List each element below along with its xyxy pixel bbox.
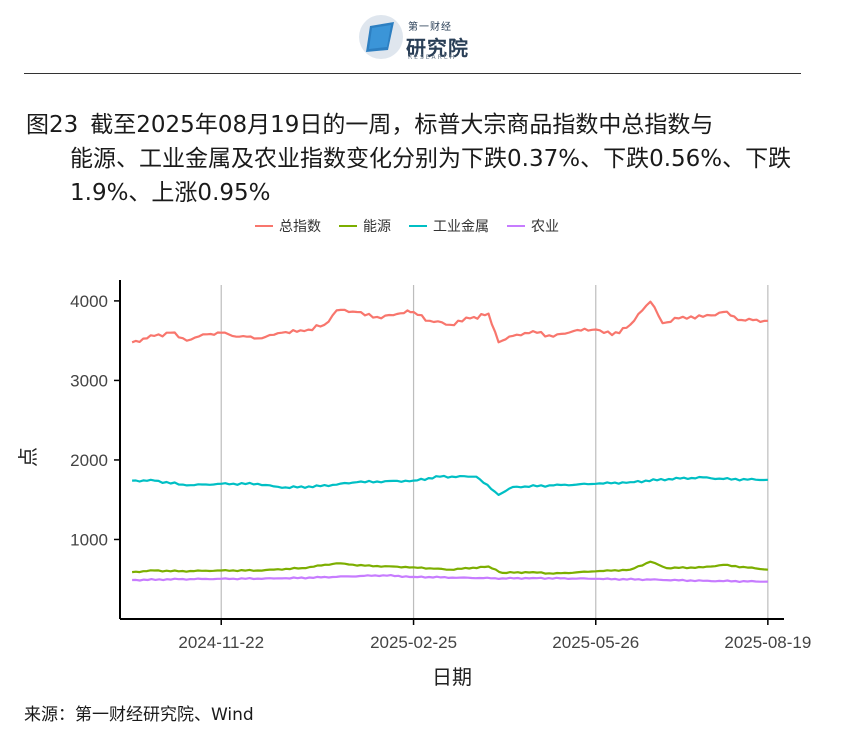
chart-grid xyxy=(220,285,769,619)
legend-swatch-total xyxy=(255,225,273,227)
logo-en-text: RESEARCH xyxy=(408,54,457,61)
chart-axes: 1000 2000 3000 4000 2024-11-22 2025-02-25 2025… xyxy=(70,280,811,652)
series-line-energy xyxy=(131,560,768,575)
x-tick-label-0: 2024-11-22 xyxy=(178,633,264,652)
y-tick-label-2: 3000 xyxy=(70,371,108,390)
caption-rest: 能源、工业金属及农业指数变化分别为下跌0.37%、下跌0.56%、下跌1.9%、… xyxy=(70,146,792,206)
legend-label-agri: 农业 xyxy=(531,219,559,235)
logo-title: 研究院 xyxy=(406,36,469,60)
y-tick-label-0: 1000 xyxy=(70,530,108,549)
line-chart: 1000 2000 3000 4000 2024-11-22 2025-02-25 2025… xyxy=(17,280,811,689)
series-line-total xyxy=(131,300,768,344)
legend-item-total: 总指数 xyxy=(255,216,321,236)
x-tick-label-2: 2025-05-26 xyxy=(552,633,639,652)
x-axis-label: 日期 xyxy=(432,667,472,689)
x-tick-label-1: 2025-02-25 xyxy=(370,633,457,652)
series-line-agri xyxy=(132,574,768,583)
figure-number: 图23 xyxy=(26,112,79,138)
chart-legend: 总指数 能源 工业金属 农业 xyxy=(255,216,559,236)
legend-item-agri: 农业 xyxy=(507,216,559,236)
legend-label-energy: 能源 xyxy=(363,219,391,235)
header-divider xyxy=(24,73,801,74)
logo-small-text: 第一财经 xyxy=(408,22,452,33)
legend-swatch-energy xyxy=(339,225,357,227)
y-tick-label-1: 2000 xyxy=(70,451,108,470)
caption-line1: 截至2025年08月19日的一周，标普大宗商品指数中总指数与 xyxy=(90,112,714,138)
legend-item-metals: 工业金属 xyxy=(409,216,489,236)
x-tick-label-3: 2025-08-19 xyxy=(724,633,811,652)
legend-swatch-metals xyxy=(409,225,427,227)
legend-item-energy: 能源 xyxy=(339,216,391,236)
chart-lines xyxy=(131,300,768,583)
legend-label-total: 总指数 xyxy=(279,219,321,235)
logo-mark-icon xyxy=(359,15,403,59)
source-note: 来源：第一财经研究院、Wind xyxy=(24,705,254,725)
legend-label-metals: 工业金属 xyxy=(433,219,489,235)
legend-swatch-agri xyxy=(507,225,525,227)
logo: 第一财经 研究院 RESEARCH xyxy=(358,12,478,62)
y-axis-label: 点 xyxy=(17,447,40,467)
series-line-metals xyxy=(132,474,768,496)
y-tick-label-3: 4000 xyxy=(70,292,108,311)
figure-caption: 图23 截至2025年08月19日的一周，标普大宗商品指数中总指数与 能源、工业金… xyxy=(26,108,816,210)
